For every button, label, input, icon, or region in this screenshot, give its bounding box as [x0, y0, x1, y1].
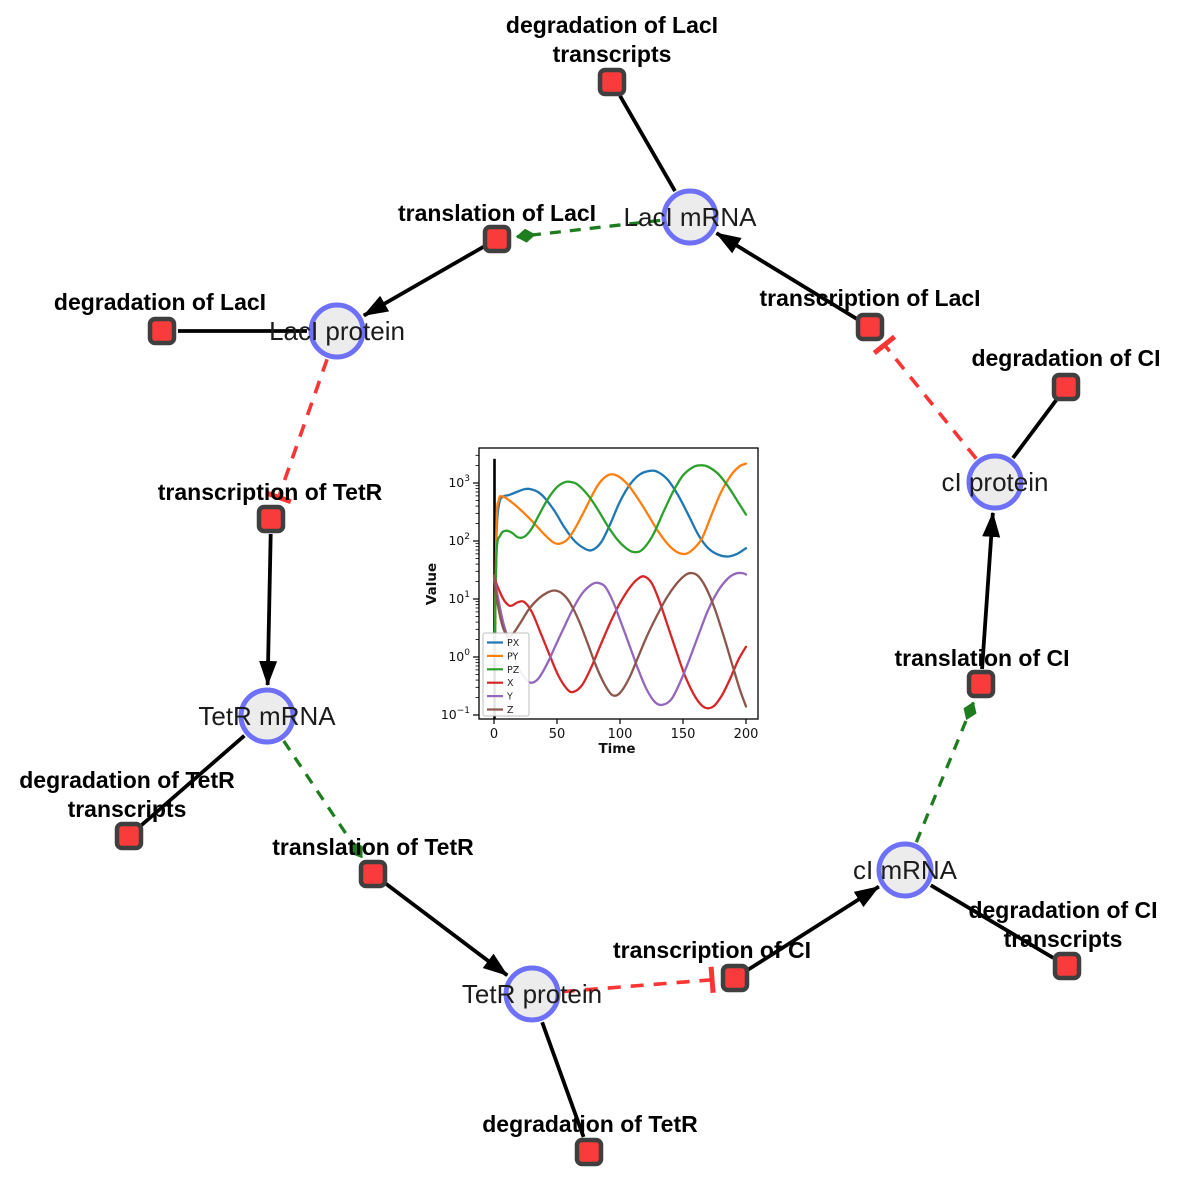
reaction-node-transcription-tetr[interactable] — [256, 504, 286, 534]
edge-consumption-tetr-protein-deg-tetr[interactable] — [540, 1021, 586, 1138]
species-node-tetr-mrna[interactable] — [238, 687, 296, 745]
reaction-node-deg-ci[interactable] — [1051, 372, 1081, 402]
reaction-node-translation-tetr[interactable] — [358, 859, 388, 889]
chart-x-axis-label: Time — [598, 741, 635, 757]
edge-catalysis-ci-mrna-translation-ci[interactable] — [914, 701, 977, 843]
chart-legend-label-X: X — [507, 678, 514, 689]
chart-legend-box — [482, 632, 530, 717]
reaction-label-deg-tetr: degradation of TetR — [482, 1111, 698, 1137]
edge-production-translation-ci-ci-protein[interactable] — [980, 511, 1001, 670]
edge-production-transcription-ci-ci-mrna[interactable] — [746, 885, 880, 972]
species-label-laci-mrna: LacI mRNA — [624, 202, 758, 232]
chart-series-PY — [493, 462, 748, 659]
reaction-label-transcription-ci: transcription of CI — [613, 937, 811, 963]
reaction-node-deg-laci[interactable] — [147, 316, 177, 346]
chart-legend-label-Y: Y — [506, 692, 513, 703]
chart-y-tick-label: 101 — [448, 590, 470, 606]
species-node-laci-mrna[interactable] — [661, 188, 719, 246]
chart-x-tick-label: 100 — [608, 727, 633, 742]
reaction-node-transcription-laci[interactable] — [855, 312, 885, 342]
edge-consumption-ci-protein-deg-ci[interactable] — [1011, 398, 1058, 460]
reaction-node-deg-tetr[interactable] — [574, 1137, 604, 1167]
chart-x-tick-label: 150 — [671, 727, 696, 742]
chart-series-PX — [493, 469, 748, 659]
reaction-node-deg-tetr-tx[interactable] — [114, 821, 144, 851]
edge-production-transcription-tetr-tetr-mrna[interactable] — [259, 533, 278, 687]
edge-production-transcription-laci-laci-mrna[interactable] — [715, 231, 859, 321]
reaction-label-deg-laci: degradation of LacI — [54, 289, 266, 315]
chart-x-tick-label: 50 — [549, 727, 566, 742]
nodes-layer — [114, 67, 1082, 1167]
reaction-node-translation-laci[interactable] — [482, 224, 512, 254]
edge-inhibition-ci-protein-transcription-laci[interactable] — [872, 334, 978, 460]
chart-legend-label-PX: PX — [507, 638, 520, 649]
reaction-node-deg-laci-tx[interactable] — [597, 67, 627, 97]
edge-inhibition-laci-protein-transcription-tetr[interactable] — [265, 358, 329, 504]
reaction-label-translation-tetr: translation of TetR — [272, 834, 474, 860]
reaction-label-deg-tetr-tx: degradation of TetR transcripts — [19, 767, 235, 822]
reaction-label-transcription-laci: transcription of LacI — [759, 285, 980, 311]
edge-catalysis-tetr-mrna-translation-tetr[interactable] — [282, 739, 364, 859]
chart-legend-label-PZ: PZ — [507, 665, 520, 676]
labels-layer: degradation of LacI transcripts translatio… — [19, 12, 1160, 1137]
reaction-label-translation-ci: translation of CI — [894, 645, 1069, 671]
chart-y-tick-label: 100 — [448, 648, 470, 664]
species-label-tetr-mrna: TetR mRNA — [198, 701, 336, 731]
reaction-label-deg-ci: degradation of CI — [971, 345, 1160, 371]
chart-legend-label-PY: PY — [507, 651, 519, 662]
species-node-ci-mrna[interactable] — [876, 841, 934, 899]
edge-catalysis-laci-mrna-translation-laci[interactable] — [515, 218, 661, 243]
chart-y-tick-label: 102 — [448, 532, 470, 548]
chart-y-tick-label: 10−1 — [441, 706, 470, 722]
edge-consumption-laci-mrna-deg-laci-tx[interactable] — [618, 94, 677, 192]
chart-series-X — [492, 574, 748, 710]
chart-legend: PX PY PZ XYZ — [482, 632, 530, 717]
reaction-node-transcription-ci[interactable] — [720, 963, 750, 993]
edge-inhibition-tetr-protein-transcription-ci[interactable] — [561, 966, 716, 994]
edge-production-translation-tetr-tetr-protein[interactable] — [383, 881, 509, 977]
chart-series-PZ — [493, 464, 748, 659]
edge-consumption-tetr-mrna-deg-tetr-tx[interactable] — [139, 734, 246, 827]
edge-consumption-ci-mrna-deg-ci-tx[interactable] — [929, 883, 1055, 960]
edge-production-translation-laci-laci-protein[interactable] — [362, 244, 485, 318]
species-node-laci-protein[interactable] — [308, 302, 366, 360]
chart-x-tick-label: 0 — [490, 727, 498, 742]
reaction-label-translation-laci: translation of LacI — [398, 200, 596, 226]
reaction-label-deg-laci-tx: degradation of LacI transcripts — [506, 12, 718, 67]
chart-y-tick-label: 103 — [448, 474, 470, 490]
species-label-tetr-protein: TetR protein — [462, 979, 602, 1009]
reaction-label-transcription-tetr: transcription of TetR — [158, 479, 383, 505]
reaction-node-deg-ci-tx[interactable] — [1052, 951, 1082, 981]
chart-y-axis-label: Value — [424, 563, 440, 605]
chart-legend-label-Z: Z — [507, 705, 514, 716]
species-label-laci-protein: LacI protein — [269, 316, 405, 346]
edges-layer — [139, 94, 1058, 1138]
species-node-ci-protein[interactable] — [966, 453, 1024, 511]
species-label-ci-protein: cI protein — [942, 467, 1049, 497]
chart-x-tick-label: 200 — [734, 727, 759, 742]
inset-chart: 10−1 100 101 102 103 0 50 100 150 200 PX PY PZ XYZ — [441, 447, 759, 742]
chart-series-Z — [492, 571, 748, 708]
reaction-node-translation-ci[interactable] — [966, 669, 996, 699]
species-label-ci-mrna: cI mRNA — [853, 855, 958, 885]
reaction-label-deg-ci-tx: degradation of CI transcripts — [968, 897, 1157, 952]
species-node-tetr-protein[interactable] — [503, 965, 561, 1023]
